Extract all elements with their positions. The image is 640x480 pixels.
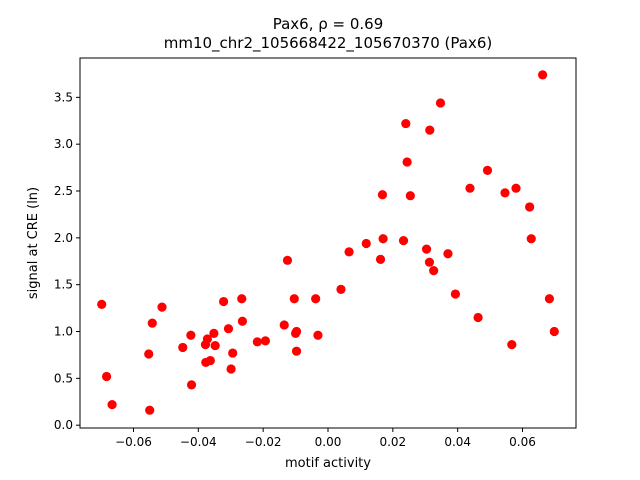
scatter-point [525, 202, 535, 212]
chart-title-line2: mm10_chr2_105668422_105670370 (Pax6) [164, 34, 493, 53]
scatter-point [549, 326, 559, 337]
x-axis-ticks: −0.06 −0.04 −0.02 0.00 0.02 0.04 0.06 [115, 428, 536, 449]
scatter-point [282, 255, 293, 265]
scatter-point [223, 324, 234, 334]
x-tick-label: −0.04 [180, 435, 217, 449]
x-tick-label: −0.02 [245, 435, 282, 449]
scatter-point [228, 348, 238, 358]
scatter-point [237, 294, 247, 304]
scatter-point [511, 183, 521, 193]
scatter-point [473, 312, 483, 323]
y-tick-label: 2.5 [54, 184, 73, 198]
x-tick-label: 0.02 [379, 435, 406, 449]
y-tick-label: 1.0 [54, 325, 73, 339]
scatter-point [361, 238, 371, 249]
x-tick-label: −0.06 [115, 435, 152, 449]
scatter-point [425, 125, 435, 135]
scatter-point [178, 342, 188, 353]
y-tick-label: 2.0 [54, 231, 73, 245]
y-tick-label: 1.5 [54, 278, 73, 292]
scatter-point [237, 316, 248, 326]
y-axis-ticks: 0.0 0.5 1.0 1.5 2.0 2.5 3.0 3.5 [54, 90, 80, 432]
scatter-point [401, 118, 411, 129]
points-layer [97, 70, 559, 415]
scatter-point [377, 190, 388, 200]
chart-title-line1: Pax6, ρ = 0.69 [273, 15, 384, 33]
scatter-point [144, 349, 154, 359]
scatter-point [465, 183, 475, 193]
scatter-point [157, 302, 167, 312]
scatter-point [313, 330, 323, 340]
plot-area-frame [79, 57, 577, 429]
scatter-point [375, 254, 386, 264]
scatter-point [402, 157, 412, 167]
scatter-point [344, 247, 354, 257]
scatter-point [443, 249, 453, 259]
scatter-point [226, 364, 236, 374]
scatter-point [202, 334, 212, 344]
y-tick-label: 3.0 [54, 137, 73, 151]
scatter-point [291, 346, 302, 356]
scatter-point [209, 328, 219, 338]
scatter-point [500, 188, 510, 198]
scatter-point [482, 165, 493, 176]
scatter-point [147, 318, 157, 328]
scatter-point [450, 289, 460, 299]
scatter-point [186, 380, 197, 390]
scatter-point [405, 191, 415, 201]
x-tick-label: 0.00 [315, 435, 342, 449]
scatter-point [145, 405, 155, 415]
y-tick-label: 0.0 [54, 418, 73, 432]
scatter-point [398, 236, 409, 246]
scatter-point [429, 266, 439, 276]
scatter-point [279, 320, 289, 330]
scatter-point [97, 299, 107, 309]
scatter-point [336, 284, 346, 294]
scatter-point [526, 234, 536, 244]
scatter-point [291, 326, 302, 337]
y-axis-label: signal at CRE (ln) [26, 187, 41, 299]
scatter-point [538, 70, 548, 80]
x-tick-label: 0.06 [509, 435, 536, 449]
x-tick-label: 0.04 [444, 435, 471, 449]
scatter-point [544, 294, 555, 304]
scatter-point [311, 294, 321, 304]
scatter-point [252, 337, 262, 347]
scatter-point [210, 340, 220, 351]
scatter-point [260, 336, 271, 346]
y-tick-label: 0.5 [54, 371, 73, 385]
scatter-point [289, 294, 299, 304]
scatter-point [507, 340, 517, 350]
scatter-point [435, 98, 446, 108]
scatter-point [424, 257, 435, 267]
scatter-point [378, 234, 388, 244]
scatter-point [219, 296, 229, 307]
scatter-point [101, 371, 112, 382]
scatter-point [421, 244, 432, 254]
scatter-point [107, 399, 117, 410]
x-axis-label: motif activity [285, 456, 371, 471]
scatter-point [186, 330, 196, 340]
scatter-point [205, 355, 215, 366]
y-tick-label: 3.5 [54, 90, 73, 104]
